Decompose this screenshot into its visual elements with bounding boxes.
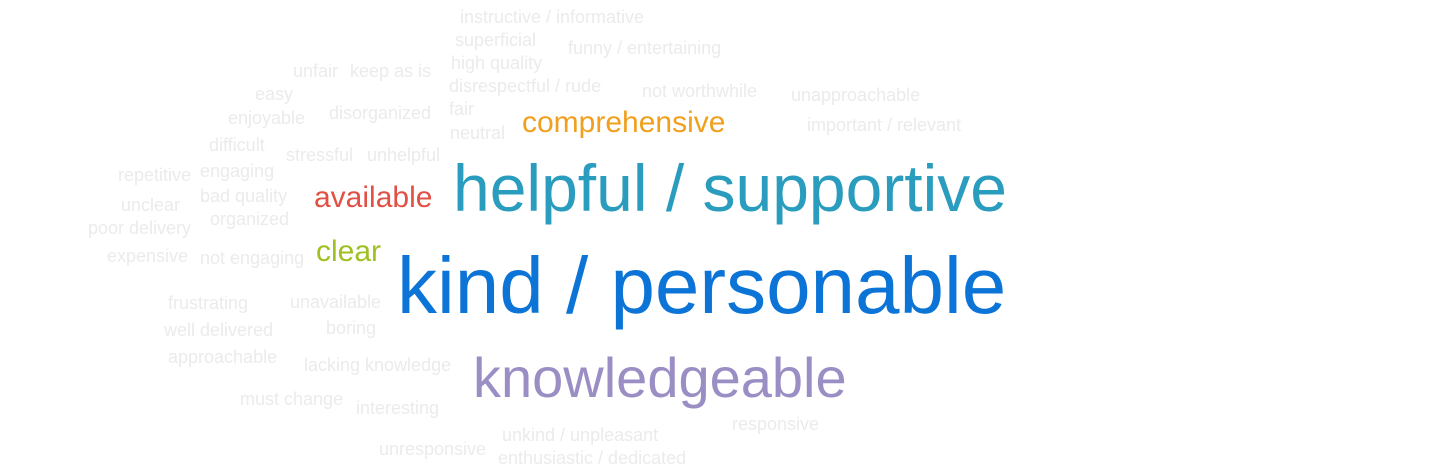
word-instructive-informative: instructive / informative: [460, 7, 645, 27]
word-unfair: unfair: [293, 61, 339, 81]
word-easy: easy: [255, 84, 294, 104]
word-keep-as-is: keep as is: [350, 61, 432, 81]
word-bad-quality: bad quality: [200, 186, 288, 206]
word-difficult: difficult: [209, 135, 265, 155]
word-funny-entertaining: funny / entertaining: [568, 38, 722, 58]
word-boring: boring: [326, 318, 377, 338]
word-important-relevant: important / relevant: [807, 115, 962, 135]
word-lacking-knowledge: lacking knowledge: [304, 355, 452, 375]
word-responsive: responsive: [732, 414, 820, 434]
word-unhelpful: unhelpful: [367, 145, 441, 165]
word-expensive: expensive: [107, 246, 189, 266]
word-enjoyable: enjoyable: [228, 108, 306, 128]
word-not-worthwhile: not worthwhile: [642, 81, 758, 101]
word-clear: clear: [316, 235, 382, 268]
word-well-delivered: well delivered: [164, 320, 274, 340]
word-fair: fair: [449, 99, 475, 119]
word-available: available: [314, 181, 433, 214]
word-unkind-unpleasant: unkind / unpleasant: [502, 425, 659, 445]
word-kind-personable: kind / personable: [397, 241, 1007, 330]
word-disrespectful-rude: disrespectful / rude: [449, 76, 602, 96]
word-knowledgeable: knowledgeable: [473, 346, 847, 409]
word-helpful-supportive: helpful / supportive: [453, 151, 1008, 225]
word-comprehensive: comprehensive: [522, 106, 726, 139]
word-organized: organized: [210, 209, 290, 229]
word-repetitive: repetitive: [118, 165, 192, 185]
word-superficial: superficial: [455, 30, 537, 50]
word-enthusiastic-dedicated: enthusiastic / dedicated: [498, 448, 687, 468]
word-disorganized: disorganized: [329, 103, 432, 123]
word-engaging: engaging: [200, 161, 275, 181]
word-not-engaging: not engaging: [200, 248, 305, 268]
word-interesting: interesting: [356, 398, 440, 418]
word-high-quality: high quality: [451, 53, 543, 73]
word-unclear: unclear: [121, 195, 181, 215]
word-unavailable: unavailable: [290, 292, 382, 312]
word-neutral: neutral: [450, 123, 506, 143]
word-stressful: stressful: [286, 145, 354, 165]
word-unresponsive: unresponsive: [379, 439, 487, 459]
word-frustrating: frustrating: [168, 293, 249, 313]
word-must-change: must change: [240, 389, 344, 409]
word-approachable: approachable: [168, 347, 278, 367]
word-unapproachable: unapproachable: [791, 85, 921, 105]
word-poor-delivery: poor delivery: [88, 218, 192, 238]
